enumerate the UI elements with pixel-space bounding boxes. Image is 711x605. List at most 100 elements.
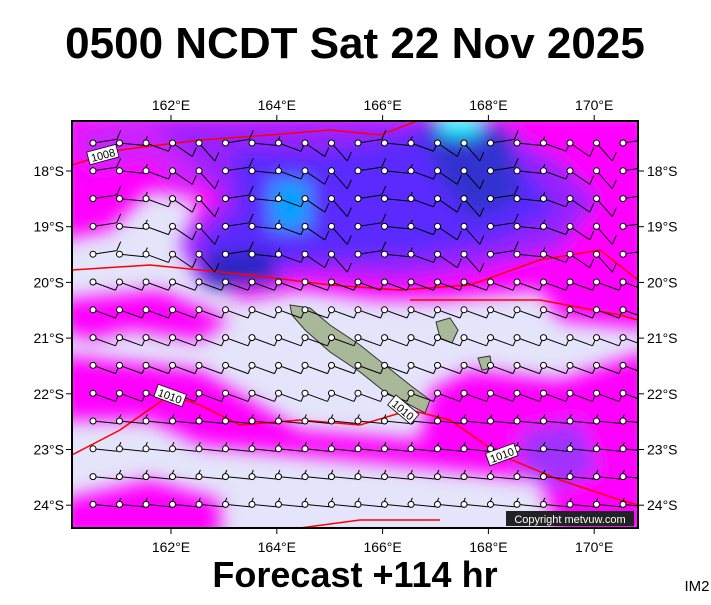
barb-shaft (331, 503, 356, 508)
barb-shaft (357, 138, 382, 144)
barb-station (301, 417, 309, 425)
barb-shaft (172, 253, 193, 269)
barb-station (513, 250, 521, 258)
barb-shaft (410, 198, 434, 208)
barb-flag (479, 235, 485, 245)
barb-station (434, 222, 441, 230)
barb-flag (248, 213, 254, 224)
barb-station (407, 334, 415, 342)
barb-shaft (543, 170, 567, 180)
barb-station (116, 445, 123, 453)
barb-shaft (437, 476, 462, 480)
barb-station (169, 139, 176, 147)
barb-flag (116, 158, 122, 168)
barb-shaft (384, 337, 408, 347)
barb-shaft (119, 142, 144, 146)
barb-station (248, 306, 256, 314)
barb-shaft (278, 503, 303, 508)
barb-station (222, 334, 229, 342)
barb-station (566, 167, 574, 175)
barb-station (142, 250, 150, 258)
barb-station (460, 473, 468, 481)
barb-shaft (172, 198, 193, 213)
barb-flag (456, 230, 462, 241)
barb-shaft (543, 253, 567, 263)
map-frame (71, 120, 639, 529)
barb-station (354, 139, 362, 147)
barb-flag (191, 147, 197, 157)
barb-shaft (622, 420, 638, 424)
barb-shaft (437, 198, 458, 213)
barb-shaft (92, 476, 117, 480)
barb-flag (324, 147, 330, 157)
barb-flag (214, 207, 220, 217)
barb-flag (647, 130, 651, 139)
barb-flag (513, 213, 519, 224)
barb-station (619, 167, 627, 175)
barb-shaft (331, 364, 355, 375)
barb-shaft (357, 476, 382, 480)
barb-station (116, 250, 123, 258)
barb-station (381, 361, 388, 369)
barb-station (169, 278, 176, 286)
barb-shaft (490, 503, 515, 508)
barb-shaft (410, 225, 434, 236)
barb-station (566, 195, 574, 203)
barb-shaft (384, 142, 409, 146)
barb-station (142, 361, 150, 369)
barb-station (487, 334, 494, 342)
barb-shaft (225, 138, 250, 144)
barb-station (566, 278, 574, 286)
barb-flag (381, 241, 387, 251)
barb-station (354, 417, 362, 425)
barb-station (593, 222, 600, 230)
barb-station (89, 445, 97, 453)
barb-station (487, 389, 494, 397)
barb-shaft (278, 142, 302, 152)
barb-shaft (543, 392, 567, 402)
barb-shaft (622, 448, 638, 451)
barb-station (248, 195, 256, 203)
barb-shaft (384, 281, 408, 291)
lat-label-right: 19°S (647, 219, 678, 235)
barb-shaft (145, 364, 169, 375)
barb-station (301, 473, 309, 481)
barb-station (513, 417, 521, 425)
barb-flag (647, 242, 651, 251)
barb-station (407, 222, 415, 230)
barb-shaft (463, 170, 481, 190)
barb-station (89, 250, 97, 258)
barb-station (619, 361, 627, 369)
barb-station (89, 473, 97, 481)
barb-station (169, 445, 176, 453)
barb-station (619, 139, 627, 147)
barb-shaft (622, 476, 638, 479)
barb-shaft (198, 503, 223, 508)
barb-shaft (278, 225, 302, 236)
barb-station (116, 473, 123, 481)
barb-station (301, 195, 309, 203)
barb-station (487, 417, 494, 425)
image-id: IM2 (684, 578, 709, 595)
barb-shaft (596, 309, 620, 319)
barb-shaft (304, 281, 328, 291)
barb-station (328, 445, 335, 453)
barb-shaft (437, 420, 462, 424)
barb-shaft (437, 364, 461, 375)
barb-station (381, 417, 388, 425)
barb-station (195, 250, 203, 258)
barb-flag (381, 158, 387, 168)
barb-station (222, 139, 229, 147)
barb-shaft (198, 448, 223, 452)
barb-station (566, 473, 574, 481)
graticule-labels: 162°E 162°E 164°E 164°E 166°E 166°E 168°E 168°E… (33, 97, 677, 555)
barb-station (301, 500, 309, 508)
barb-shaft (463, 392, 487, 402)
barb-station (248, 278, 256, 286)
barb-station (354, 445, 362, 453)
barb-station (619, 473, 627, 481)
barb-station (487, 195, 494, 203)
barb-shaft (92, 448, 117, 452)
barb-station (460, 306, 468, 314)
